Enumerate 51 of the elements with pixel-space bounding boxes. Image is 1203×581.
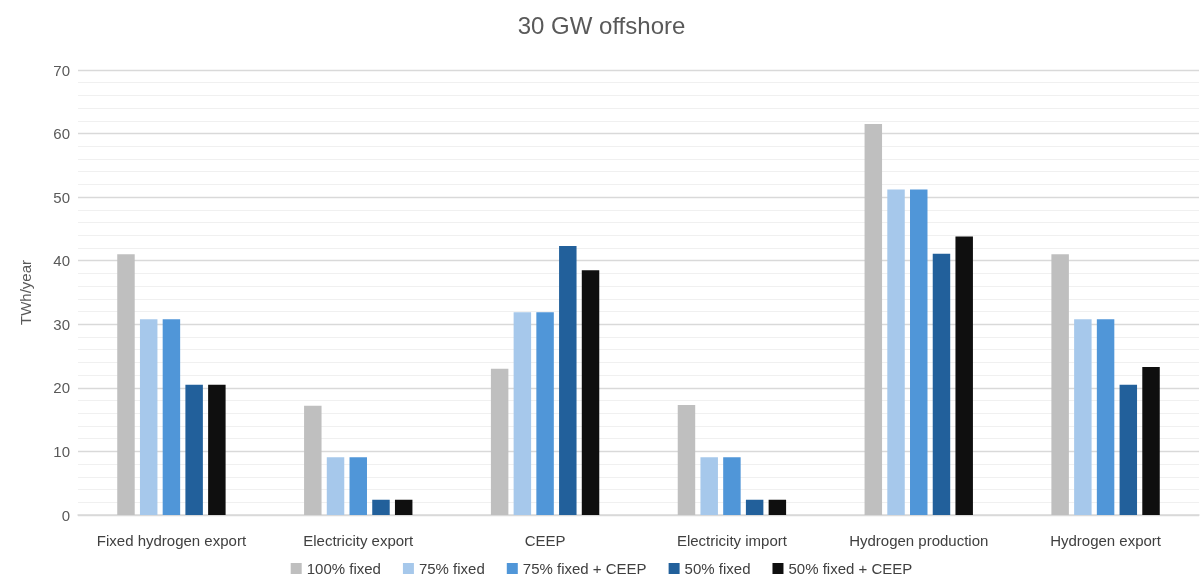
bar [1096,319,1115,515]
bar [349,457,367,515]
x-tick-label: Hydrogen export [1050,532,1162,549]
bar [559,246,577,515]
y-tick-label: 40 [53,252,70,270]
bar [1142,366,1160,515]
legend-label: 50% fixed [684,560,751,577]
bar [768,499,787,515]
bar [745,499,764,515]
bar [581,270,600,515]
x-tick-label: Electricity import [676,532,788,549]
bar [208,384,226,515]
y-tick-label: 50 [53,188,70,206]
y-tick-label: 30 [53,315,70,333]
bar [1051,254,1069,515]
y-axis-title: TWh/year [17,259,34,326]
bar [723,457,741,515]
bar [326,457,345,515]
x-tick-label: CEEP [524,532,566,549]
bar [372,499,390,515]
bar [490,368,509,515]
x-tick-label: Fixed hydrogen export [96,532,247,549]
bar [887,189,905,515]
chart-title: 30 GW offshore [517,11,686,39]
bar [117,254,135,515]
y-tick-label: 0 [61,506,70,524]
bar [185,384,203,515]
y-tick-label: 20 [53,379,70,397]
bar [394,499,413,515]
bar [1119,384,1138,515]
bar [536,312,554,515]
bar [700,457,718,515]
bar [139,319,158,515]
bar [677,405,696,515]
legend-label: 75% fixed + CEEP [522,560,647,577]
x-tick-label: Hydrogen production [849,532,989,549]
bar [513,312,532,515]
bar [162,319,181,515]
bar [910,189,928,515]
legend-label: 100% fixed [306,560,381,577]
bar [955,236,973,515]
y-tick-label: 60 [53,125,70,143]
legend-label: 50% fixed + CEEP [788,560,913,577]
bar [864,124,883,515]
legend-label: 75% fixed [418,560,485,577]
bar [1074,319,1092,515]
bar [932,253,951,515]
bar [304,405,322,515]
y-tick-label: 10 [53,442,70,460]
x-tick-label: Electricity export [303,532,415,549]
y-tick-label: 70 [53,61,70,79]
